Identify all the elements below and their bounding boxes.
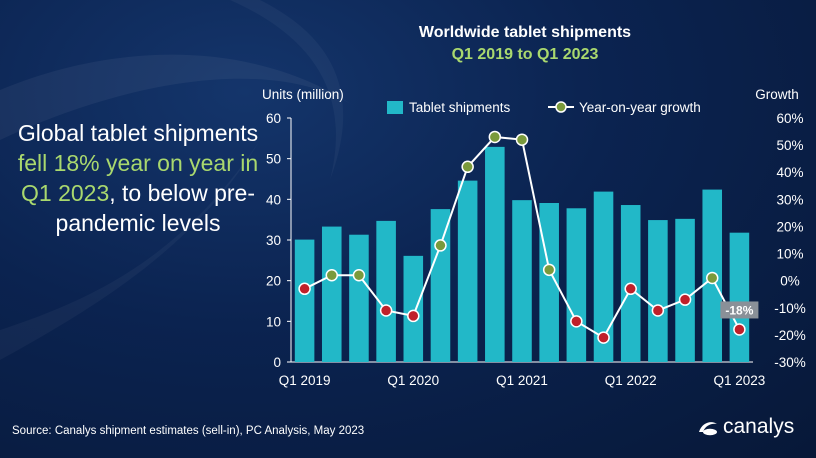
bar-tablet-shipments	[485, 146, 505, 362]
y-tick-label: 10	[266, 314, 281, 329]
y2-tick-label: 10%	[776, 247, 803, 262]
bar-tablet-shipments	[321, 226, 342, 362]
chart-title: Worldwide tablet shipments	[418, 24, 632, 41]
y2-tick-label: 60%	[776, 111, 803, 126]
bar-tablet-shipments	[648, 220, 668, 362]
bar-tablet-shipments	[566, 208, 587, 362]
y-tick-label: 20	[266, 274, 281, 289]
growth-point	[624, 282, 637, 296]
x-tick-label: Q1 2022	[605, 373, 657, 388]
growth-point	[461, 160, 474, 174]
chart-subtitle: Q1 2019 to Q1 2023	[451, 46, 599, 63]
growth-point	[705, 271, 719, 285]
y-tick-label: 50	[266, 152, 281, 167]
y-tick-label: 30	[266, 233, 281, 248]
growth-point	[542, 263, 556, 277]
bar-tablet-shipments	[675, 218, 695, 362]
x-tick-label: Q1 2023	[714, 373, 766, 388]
x-tick-label: Q1 2021	[496, 373, 548, 388]
y2-tick-label: 40%	[776, 165, 803, 180]
canalys-logo-icon	[699, 422, 717, 436]
bar-tablet-shipments	[430, 209, 451, 362]
growth-point	[488, 130, 502, 144]
growth-point	[298, 282, 311, 296]
y2-tick-label: 0%	[780, 274, 800, 289]
y2-tick-label: 20%	[776, 219, 803, 234]
bar-tablet-shipments	[349, 234, 369, 362]
growth-point	[352, 268, 366, 282]
legend-swatch-marker	[555, 101, 567, 113]
y2-tick-label: -10%	[774, 301, 806, 316]
headline-highlight: fell 18% year on year in Q1 2023	[17, 150, 259, 206]
growth-point	[651, 304, 665, 317]
legend-swatch-bars	[387, 101, 403, 114]
bar-tablet-shipments	[457, 180, 478, 362]
y-tick-label: 60	[266, 111, 281, 126]
canalys-logo: canalys	[697, 415, 794, 439]
x-tick-label: Q1 2019	[279, 373, 331, 388]
y2-tick-label: -20%	[774, 328, 806, 343]
annotation-label: -18%	[725, 303, 753, 317]
bar-tablet-shipments	[376, 220, 396, 362]
growth-point	[325, 268, 339, 282]
source-note: Source: Canalys shipment estimates (sell…	[12, 425, 365, 437]
growth-point	[379, 304, 393, 317]
growth-point	[570, 315, 583, 328]
headline-text-end: , to below pre-pandemic levels	[55, 180, 255, 236]
growth-point	[733, 323, 746, 336]
x-tick-label: Q1 2020	[387, 373, 439, 388]
y2-tick-label: 30%	[776, 192, 803, 207]
bar-tablet-shipments	[294, 239, 315, 362]
bar-tablet-shipments	[593, 191, 614, 362]
y-tick-label: 40	[266, 192, 281, 207]
y-axis-title: Units (million)	[262, 87, 344, 102]
annotation-box	[720, 301, 759, 319]
growth-point	[434, 239, 447, 252]
growth-point	[407, 309, 420, 323]
y2-axis-title: Growth	[755, 87, 799, 102]
logo-text: canalys	[723, 415, 795, 438]
bar-tablet-shipments	[403, 255, 424, 362]
growth-point	[597, 331, 610, 344]
bar-tablet-shipments	[729, 232, 750, 362]
growth-point	[515, 133, 529, 146]
y2-tick-label: -30%	[774, 355, 806, 370]
y-tick-label: 0	[273, 355, 281, 370]
headline: Global tablet shipments fell 18% year on…	[12, 118, 264, 238]
y2-tick-label: 50%	[776, 138, 803, 153]
legend-label-line: Year-on-year growth	[579, 100, 701, 115]
legend-label-bars: Tablet shipments	[409, 100, 511, 115]
headline-text: Global tablet shipments	[17, 120, 259, 146]
bar-tablet-shipments	[512, 200, 532, 362]
growth-point	[678, 293, 692, 306]
